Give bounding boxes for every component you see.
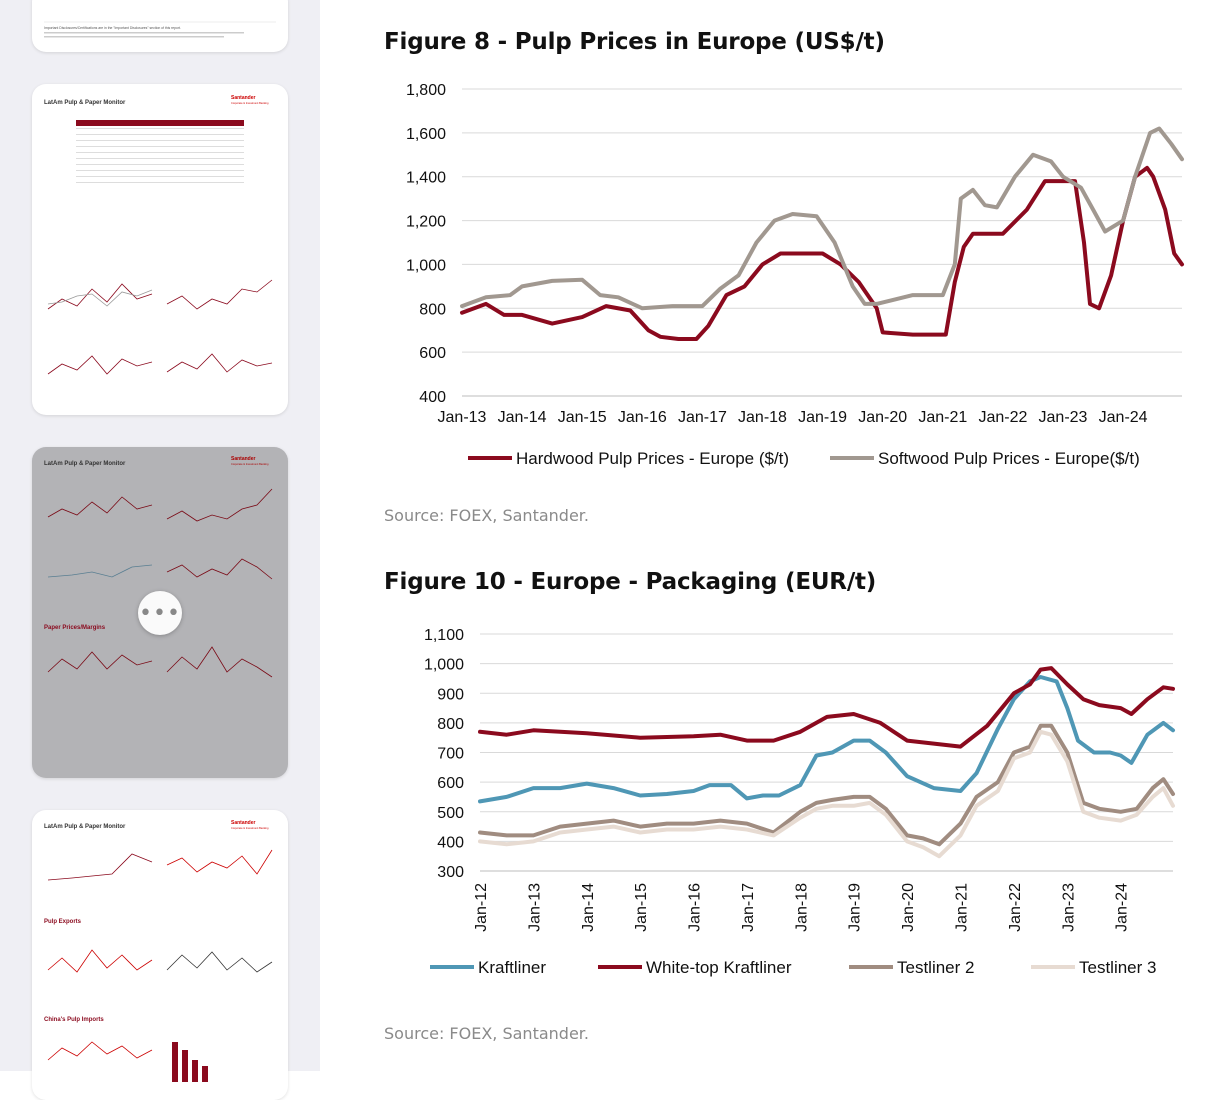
thumbnail-brand-sub: Corporate & Investment Banking: [231, 101, 269, 105]
x-tick-label: Jan-16: [618, 409, 667, 426]
thumbnail-mini-charts: [47, 849, 273, 1082]
series-line: [478, 729, 1175, 859]
figure-10-title: Figure 10 - Europe - Packaging (EUR/t): [384, 569, 877, 595]
series-line: [478, 666, 1175, 749]
thumbnail-brand-sub: Corporate & Investment Banking: [231, 826, 269, 830]
x-tick-label: Jan-19: [847, 883, 864, 932]
legend-label: Softwood Pulp Prices - Europe($/t): [878, 449, 1140, 468]
y-tick-label: 1,800: [406, 82, 446, 99]
thumbnail-preview: Important Disclosures/Certifications are…: [44, 21, 276, 38]
x-tick-label: Jan-16: [687, 883, 704, 932]
x-tick-label: Jan-24: [1099, 409, 1148, 426]
legend-label: Hardwood Pulp Prices - Europe ($/t): [516, 449, 789, 468]
y-tick-label: 300: [437, 864, 464, 881]
figure-10-chart: 300 400 500 600 700 800 900 1,000 1,100 Jan-12 Jan…: [424, 627, 1175, 977]
x-tick-label: Jan-20: [858, 409, 907, 426]
thumbnail-brand-logo: Santander: [231, 456, 256, 462]
thumbnail-mini-charts: [47, 279, 273, 375]
page-thumbnail-previous[interactable]: Important Disclosures/Certifications are…: [32, 0, 288, 52]
document-page: Figure 8 - Pulp Prices in Europe (US$/t)…: [320, 0, 1225, 1071]
x-tick-label: Jan-22: [1007, 883, 1024, 932]
series-line: [478, 675, 1175, 804]
y-tick-label: 1,400: [406, 170, 446, 187]
x-tick-label: Jan-20: [900, 883, 917, 932]
y-tick-label: 400: [419, 389, 446, 406]
series-line: [460, 165, 1184, 341]
x-tick-label: Jan-13: [438, 409, 487, 426]
legend-label: White-top Kraftliner: [646, 958, 792, 977]
more-options-button[interactable]: •••: [138, 591, 182, 635]
x-tick-label: Jan-14: [498, 409, 547, 426]
x-tick-label: Jan-23: [1039, 409, 1088, 426]
y-tick-label: 600: [419, 345, 446, 362]
ellipsis-icon: •••: [139, 600, 181, 626]
x-tick-label: Jan-19: [798, 409, 847, 426]
thumbnail-section-heading: Pulp Exports: [44, 919, 82, 925]
x-tick-label: Jan-21: [954, 883, 971, 932]
x-tick-label: Jan-14: [580, 883, 597, 932]
x-tick-label: Jan-21: [918, 409, 967, 426]
y-tick-label: 800: [419, 301, 446, 318]
x-tick-label: Jan-15: [633, 883, 650, 932]
thumbnail-brand-logo: Santander: [231, 820, 256, 826]
thumbnail-section-heading: China's Pulp Imports: [44, 1017, 104, 1023]
page-thumbnail[interactable]: LatAm Pulp & Paper Monitor Santander Cor…: [32, 84, 288, 415]
thumbnail-brand-logo: Santander: [231, 95, 256, 101]
y-tick-label: 900: [437, 686, 464, 703]
thumbnail-table: [76, 120, 244, 183]
series-line: [478, 723, 1175, 847]
x-tick-label: Jan-23: [1060, 883, 1077, 932]
page-thumbnail-sidebar: Important Disclosures/Certifications are…: [0, 0, 320, 1100]
y-tick-label: 800: [437, 716, 464, 733]
thumbnail-preview: LatAm Pulp & Paper Monitor Santander Cor…: [44, 820, 273, 1082]
thumbnail-header: LatAm Pulp & Paper Monitor: [44, 461, 126, 467]
y-tick-label: 1,600: [406, 126, 446, 143]
figure-8-chart: 400 600 800 1,000 1,200 1,400 1,600 1,800 Jan-13…: [406, 82, 1184, 468]
y-tick-label: 600: [437, 775, 464, 792]
x-tick-label: Jan-12: [473, 883, 490, 932]
figure-8-source: Source: FOEX, Santander.: [384, 506, 589, 525]
y-tick-label: 1,100: [424, 627, 464, 644]
thumbnail-preview: LatAm Pulp & Paper Monitor Santander Cor…: [44, 456, 273, 678]
legend-label: Testliner 2: [897, 958, 974, 977]
y-tick-label: 1,000: [406, 257, 446, 274]
x-tick-label: Jan-24: [1114, 883, 1131, 932]
figure-8-title: Figure 8 - Pulp Prices in Europe (US$/t): [384, 29, 885, 55]
y-tick-label: 1,200: [406, 214, 446, 231]
thumbnail-header: LatAm Pulp & Paper Monitor: [44, 100, 126, 106]
thumbnail-mini-charts: [47, 488, 273, 678]
thumbnail-section-heading: Paper Prices/Margins: [44, 625, 106, 631]
figure-10-source: Source: FOEX, Santander.: [384, 1024, 589, 1043]
thumbnail-header: LatAm Pulp & Paper Monitor: [44, 824, 126, 830]
x-tick-label: Jan-17: [678, 409, 727, 426]
thumbnail-preview: LatAm Pulp & Paper Monitor Santander Cor…: [44, 95, 273, 375]
legend-label: Kraftliner: [478, 958, 546, 977]
legend-label: Testliner 3: [1079, 958, 1156, 977]
series-line: [460, 126, 1184, 311]
x-tick-label: Jan-13: [526, 883, 543, 932]
page-thumbnail[interactable]: LatAm Pulp & Paper Monitor Santander Cor…: [32, 810, 288, 1100]
x-tick-label: Jan-22: [978, 409, 1027, 426]
y-tick-label: 700: [437, 746, 464, 763]
y-tick-label: 1,000: [424, 657, 464, 674]
thumbnail-brand-sub: Corporate & Investment Banking: [231, 462, 269, 466]
y-tick-label: 500: [437, 805, 464, 822]
y-tick-label: 400: [437, 834, 464, 851]
thumbnail-disclosure-text: Important Disclosures/Certifications are…: [44, 26, 181, 30]
x-tick-label: Jan-15: [558, 409, 607, 426]
x-tick-label: Jan-18: [738, 409, 787, 426]
x-tick-label: Jan-18: [793, 883, 810, 932]
x-tick-label: Jan-17: [740, 883, 757, 932]
